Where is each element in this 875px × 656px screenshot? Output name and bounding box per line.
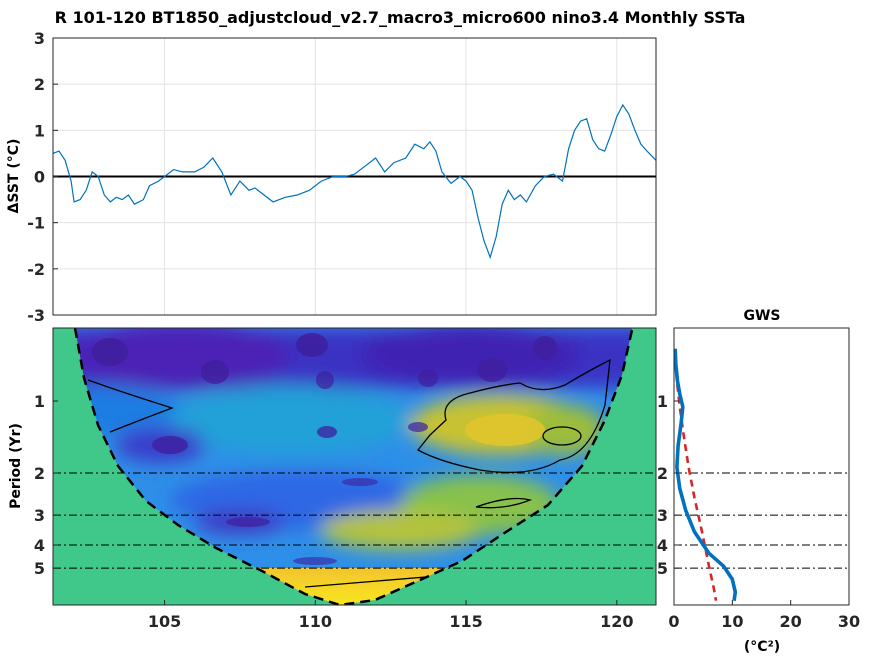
gws-title: GWS bbox=[743, 308, 780, 324]
significance-contour bbox=[542, 426, 582, 446]
y-tick-label: 1 bbox=[34, 121, 45, 140]
y-tick-label: -1 bbox=[27, 214, 45, 233]
x-tick-label: 20 bbox=[780, 612, 802, 631]
wavelet-y-label: Period (Yr) bbox=[8, 423, 24, 509]
x-tick-label: 115 bbox=[449, 612, 482, 631]
figure-title: R 101-120 BT1850_adjustcloud_v2.7_macro3… bbox=[54, 8, 746, 27]
y-tick-label: 3 bbox=[657, 506, 668, 525]
gws-y-ticks: 1 2 3 4 5 bbox=[657, 392, 679, 578]
gws-significance-line bbox=[674, 348, 718, 601]
significance-contour bbox=[417, 358, 611, 474]
gws-axes-box bbox=[673, 327, 850, 606]
gws-period-lines bbox=[674, 472, 849, 569]
y-tick-label: 1 bbox=[34, 392, 45, 411]
significance-contour bbox=[87, 379, 175, 433]
y-tick-label: 2 bbox=[34, 75, 45, 94]
timeseries-y-ticks: -3 -2 -1 0 1 2 3 bbox=[27, 29, 58, 325]
y-tick-label: 3 bbox=[34, 506, 45, 525]
gws-x-label: (°C²) bbox=[744, 639, 780, 655]
wavelet-low-power-spots bbox=[92, 333, 557, 565]
gws-x-ticks: 0 10 20 30 bbox=[668, 600, 860, 631]
y-tick-label: -2 bbox=[27, 260, 45, 279]
x-tick-label: 30 bbox=[838, 612, 860, 631]
y-tick-label: -3 bbox=[27, 306, 45, 325]
wavelet-panel: 105 110 115 120 1 2 3 4 5 Period (Yr) bbox=[8, 327, 657, 631]
timeseries-y-label: ΔSST (°C) bbox=[6, 139, 22, 214]
y-tick-label: 3 bbox=[34, 29, 45, 48]
x-tick-label: 120 bbox=[600, 612, 633, 631]
sst-anomaly-line bbox=[53, 103, 656, 260]
y-tick-label: 5 bbox=[34, 559, 45, 578]
y-tick-label: 4 bbox=[34, 536, 45, 555]
y-tick-label: 2 bbox=[657, 464, 668, 483]
y-tick-label: 1 bbox=[657, 392, 668, 411]
y-tick-label: 4 bbox=[657, 536, 668, 555]
wavelet-y-ticks: 1 2 3 4 5 bbox=[34, 392, 58, 578]
y-tick-label: 0 bbox=[34, 168, 45, 187]
y-tick-label: 5 bbox=[657, 559, 668, 578]
wavelet-x-ticks: 105 110 115 120 bbox=[148, 600, 634, 631]
x-tick-label: 105 bbox=[148, 612, 181, 631]
x-tick-label: 0 bbox=[668, 612, 679, 631]
wavelet-axes-box bbox=[52, 327, 657, 606]
wavelet-period-lines bbox=[53, 472, 656, 569]
gws-power-line bbox=[674, 348, 738, 601]
y-tick-label: 2 bbox=[34, 464, 45, 483]
timeseries-panel: -3 -2 -1 0 1 2 3 ΔSST (°C) bbox=[6, 29, 657, 325]
gws-axes-background bbox=[674, 328, 849, 605]
cone-of-influence bbox=[73, 327, 634, 607]
x-tick-label: 10 bbox=[721, 612, 743, 631]
x-tick-label: 110 bbox=[299, 612, 332, 631]
gws-panel: 1 2 3 4 5 0 10 20 30 GWS (°C²) bbox=[657, 308, 860, 655]
significance-contour bbox=[475, 497, 533, 509]
